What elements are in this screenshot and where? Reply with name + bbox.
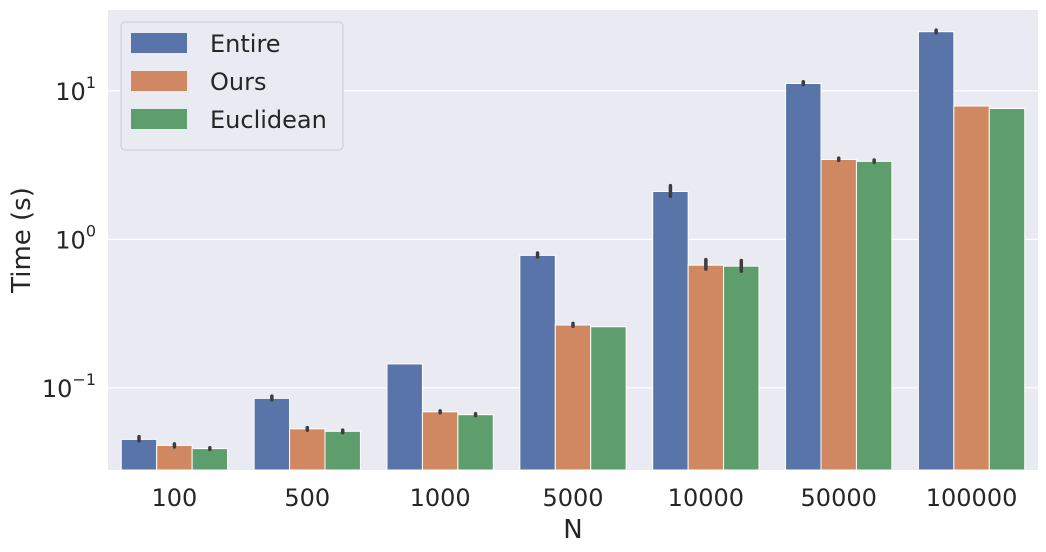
x-tick-label: 5000 bbox=[542, 484, 603, 512]
y-tick-label: 101 bbox=[55, 73, 96, 106]
x-axis-label: N bbox=[563, 515, 582, 545]
bar-ours-100000 bbox=[953, 105, 990, 471]
legend-label-entire: Entire bbox=[210, 30, 281, 58]
bar-entire-500 bbox=[253, 397, 291, 471]
bar-ours-10000 bbox=[687, 264, 725, 471]
bar-euclidean-50000 bbox=[855, 160, 893, 471]
bar-euclidean-10000 bbox=[723, 265, 760, 471]
bar-entire-100 bbox=[120, 438, 158, 471]
bars bbox=[120, 31, 1026, 471]
bar-ours-500 bbox=[289, 428, 326, 471]
x-tick-label: 10000 bbox=[668, 484, 744, 512]
x-tick-label: 500 bbox=[284, 484, 330, 512]
legend-label-euclidean: Euclidean bbox=[210, 106, 327, 134]
x-tick-label: 100 bbox=[152, 484, 198, 512]
y-tick-label: 10−1 bbox=[42, 370, 96, 403]
bar-euclidean-100 bbox=[191, 448, 229, 471]
bar-ours-5000 bbox=[554, 324, 592, 471]
legend-swatch-ours bbox=[131, 71, 187, 91]
x-tick-label: 50000 bbox=[801, 484, 877, 512]
y-tick-label: 100 bbox=[55, 221, 96, 254]
x-tick-label: 1000 bbox=[410, 484, 471, 512]
bar-euclidean-5000 bbox=[590, 326, 627, 471]
bar-entire-5000 bbox=[519, 254, 556, 471]
y-tick-labels: 10−1 100 101 bbox=[42, 73, 96, 403]
bar-entire-1000 bbox=[386, 363, 423, 471]
y-axis-label: Time (s) bbox=[7, 187, 37, 294]
bar-ours-1000 bbox=[421, 411, 459, 471]
x-tick-label: 100000 bbox=[926, 484, 1018, 512]
bar-euclidean-100000 bbox=[988, 108, 1026, 471]
bar-entire-100000 bbox=[917, 31, 955, 471]
bar-ours-100 bbox=[156, 444, 193, 471]
legend-swatch-euclidean bbox=[131, 109, 187, 129]
bar-entire-50000 bbox=[785, 83, 822, 471]
bar-entire-10000 bbox=[652, 190, 689, 471]
bar-ours-50000 bbox=[820, 158, 857, 471]
error-bars bbox=[137, 28, 938, 452]
bar-euclidean-1000 bbox=[457, 414, 494, 471]
legend: Entire Ours Euclidean bbox=[120, 21, 344, 151]
legend-swatch-entire bbox=[131, 33, 187, 53]
x-tick-labels: 100 500 1000 5000 10000 50000 100000 bbox=[152, 484, 1018, 512]
bar-euclidean-500 bbox=[324, 430, 361, 471]
legend-label-ours: Ours bbox=[210, 68, 266, 96]
